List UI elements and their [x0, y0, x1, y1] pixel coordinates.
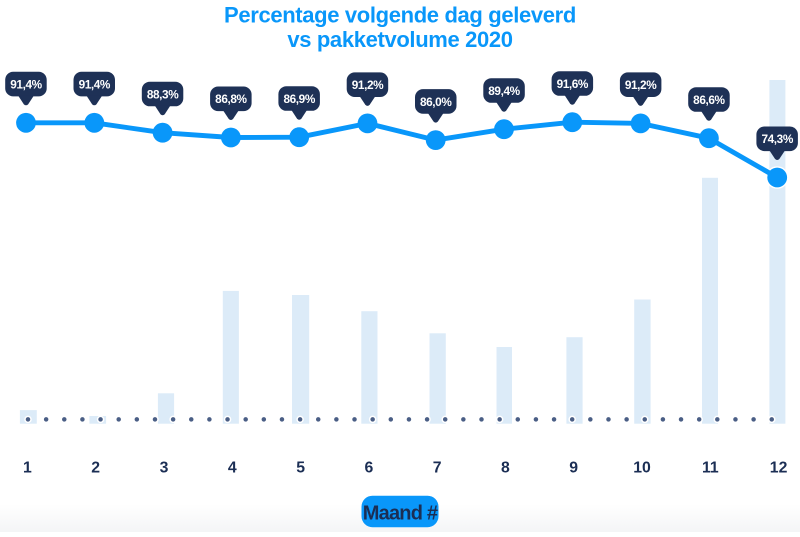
svg-text:86,8%: 86,8% [215, 92, 247, 106]
svg-text:1: 1 [23, 460, 32, 477]
svg-text:89,4%: 89,4% [488, 84, 520, 98]
svg-text:Percentage volgende dag geleve: Percentage volgende dag geleverd [224, 2, 576, 27]
svg-text:74,3%: 74,3% [761, 132, 793, 146]
svg-text:86,9%: 86,9% [283, 92, 315, 106]
svg-text:Maand #: Maand # [363, 503, 438, 525]
svg-text:5: 5 [296, 460, 305, 477]
svg-text:8: 8 [501, 460, 510, 477]
svg-text:2: 2 [91, 460, 100, 477]
svg-text:11: 11 [702, 460, 719, 477]
svg-text:12: 12 [770, 460, 788, 477]
svg-text:vs pakketvolume 2020: vs pakketvolume 2020 [287, 27, 512, 52]
svg-text:7: 7 [433, 460, 442, 477]
svg-text:86,0%: 86,0% [420, 95, 452, 109]
svg-text:91,2%: 91,2% [352, 78, 384, 92]
svg-text:91,6%: 91,6% [557, 77, 589, 91]
svg-text:91,4%: 91,4% [79, 78, 111, 92]
svg-text:4: 4 [228, 460, 237, 477]
svg-text:3: 3 [160, 460, 169, 477]
svg-text:91,4%: 91,4% [10, 78, 42, 92]
svg-text:86,6%: 86,6% [693, 93, 725, 107]
svg-text:6: 6 [365, 460, 374, 477]
svg-text:10: 10 [633, 460, 651, 477]
svg-text:9: 9 [569, 460, 578, 477]
svg-text:88,3%: 88,3% [147, 87, 179, 101]
svg-text:91,2%: 91,2% [625, 78, 657, 92]
